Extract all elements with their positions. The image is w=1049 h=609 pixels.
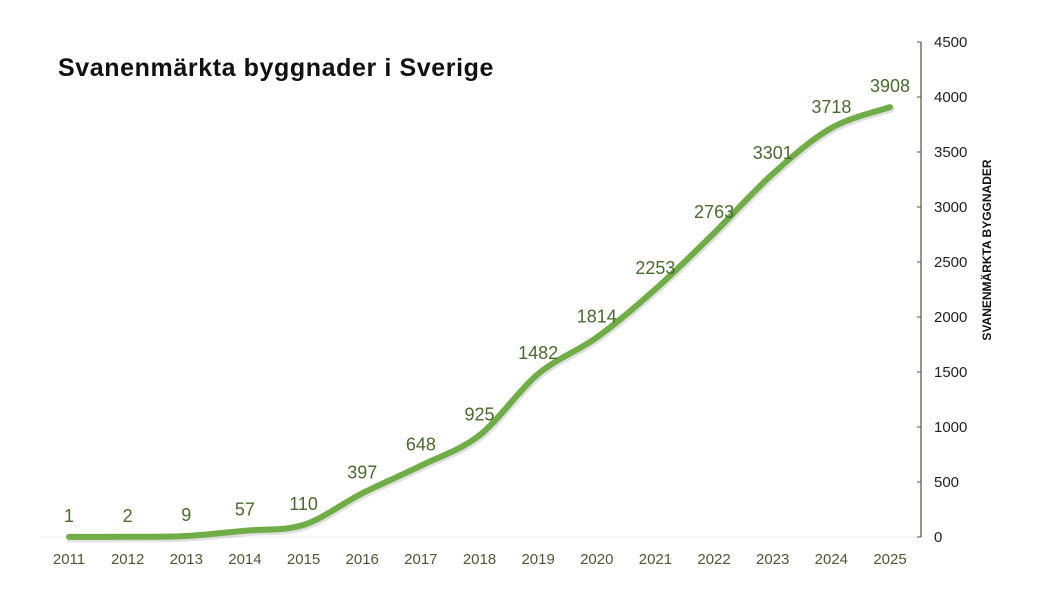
x-tick-label: 2014 bbox=[228, 551, 261, 568]
x-tick-label: 2011 bbox=[53, 551, 85, 568]
x-tick-label: 2022 bbox=[697, 551, 730, 568]
data-label: 2 bbox=[123, 506, 133, 526]
data-label: 110 bbox=[289, 494, 318, 514]
x-tick-label: 2025 bbox=[873, 551, 906, 568]
line-shadow bbox=[66, 105, 895, 543]
y-tick-label: 2500 bbox=[934, 254, 967, 271]
y-tick-label: 0 bbox=[934, 529, 942, 546]
y-tick-label: 2000 bbox=[934, 309, 967, 326]
data-label: 925 bbox=[464, 404, 494, 424]
x-tick-label: 2016 bbox=[346, 551, 379, 568]
data-label: 2253 bbox=[635, 258, 675, 278]
x-tick-label: 2013 bbox=[170, 551, 203, 568]
y-axis-label: SVANENMÄRKTA BYGGNADER bbox=[979, 159, 994, 340]
data-label: 9 bbox=[181, 505, 191, 525]
data-label: 2763 bbox=[694, 202, 734, 222]
data-label: 3301 bbox=[753, 143, 793, 163]
y-tick-label: 1000 bbox=[934, 419, 967, 436]
data-label: 3718 bbox=[811, 97, 851, 117]
x-tick-label: 2017 bbox=[404, 551, 437, 568]
x-tick-label: 2018 bbox=[463, 551, 496, 568]
chart-title: Svanenmärkta byggnader i Sverige bbox=[58, 54, 495, 82]
data-label: 648 bbox=[406, 435, 436, 455]
data-label: 1482 bbox=[518, 343, 558, 363]
y-tick-label: 1500 bbox=[934, 364, 967, 381]
series-line bbox=[66, 104, 893, 540]
x-tick-label: 2021 bbox=[639, 551, 672, 568]
data-label: 397 bbox=[347, 462, 377, 482]
x-tick-label: 2024 bbox=[815, 551, 848, 568]
y-tick-label: 3500 bbox=[934, 144, 967, 161]
data-label: 57 bbox=[235, 500, 255, 520]
y-tick-label: 500 bbox=[934, 474, 959, 491]
x-tick-label: 2019 bbox=[521, 551, 554, 568]
data-label: 1814 bbox=[577, 306, 617, 326]
y-tick-label: 4500 bbox=[934, 34, 967, 51]
x-tick-label: 2023 bbox=[756, 551, 789, 568]
data-label: 3908 bbox=[870, 76, 910, 96]
y-tick-label: 3000 bbox=[934, 199, 967, 216]
data-label: 1 bbox=[64, 506, 74, 526]
x-tick-label: 2020 bbox=[580, 551, 613, 568]
x-tick-label: 2015 bbox=[287, 551, 320, 568]
x-tick-label: 2012 bbox=[111, 551, 144, 568]
y-tick-label: 4000 bbox=[934, 89, 967, 106]
